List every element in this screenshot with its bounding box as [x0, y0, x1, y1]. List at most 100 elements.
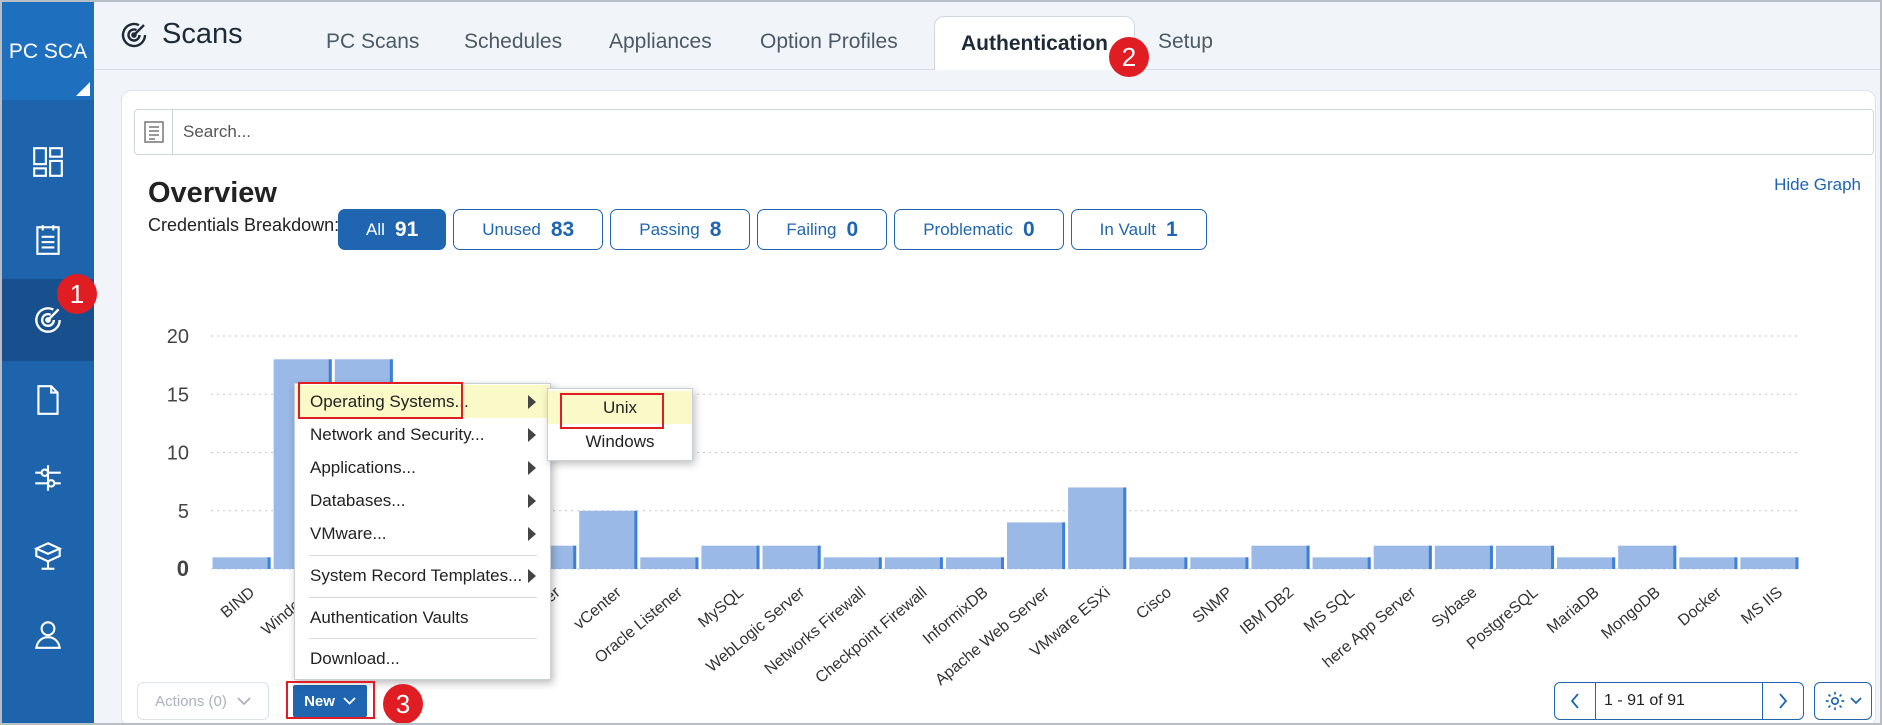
- menu-item-authentication-vaults[interactable]: Authentication Vaults: [295, 601, 550, 634]
- tab-authentication[interactable]: Authentication: [934, 16, 1135, 70]
- actions-label: Actions (0): [155, 692, 227, 710]
- page-title-text: Scans: [162, 18, 243, 50]
- overview-title: Overview: [148, 177, 277, 209]
- submenu-item-windows[interactable]: Windows: [585, 431, 655, 451]
- tab-schedules[interactable]: Schedules: [464, 30, 563, 53]
- menu-item-label: Network and Security...: [310, 424, 485, 444]
- filter-label: Passing: [639, 219, 700, 239]
- connectors-icon: [35, 465, 61, 491]
- menu-item-label: VMware...: [310, 523, 387, 543]
- menu-item-label: Operating Systems...: [310, 391, 469, 411]
- tab-option-profiles[interactable]: Option Profiles: [760, 30, 898, 53]
- page-range[interactable]: 1 - 91 of 91: [1595, 683, 1763, 719]
- rail-item-user[interactable]: [2, 595, 94, 673]
- rail-item-dashboard[interactable]: [2, 123, 94, 201]
- step-badge-2: 2: [1109, 37, 1149, 77]
- operating-systems-submenu: Unix Windows: [547, 388, 693, 461]
- filter-label: Unused: [482, 219, 541, 239]
- rail-item-reports[interactable]: [2, 201, 94, 279]
- filter-label: Problematic: [923, 219, 1013, 239]
- tab-setup[interactable]: Setup: [1158, 30, 1213, 53]
- credentials-filter-pills: All 91 Unused 83 Passing 8 Failing 0 Pro…: [338, 209, 1207, 250]
- gear-icon: [1825, 691, 1845, 711]
- pagination: 1 - 91 of 91: [1554, 682, 1804, 720]
- filter-all[interactable]: All 91: [338, 209, 447, 250]
- filter-count: 91: [394, 217, 419, 241]
- rail-item-scans[interactable]: [2, 279, 94, 361]
- filter-label: All: [366, 219, 385, 239]
- scans-radar-icon: [121, 22, 147, 47]
- highlight-new-button: [286, 681, 375, 719]
- module-name: PC SCA: [8, 40, 88, 63]
- filter-unused[interactable]: Unused 83: [453, 209, 604, 250]
- filter-count: 8: [709, 217, 722, 241]
- filter-count: 0: [846, 217, 859, 241]
- search-filter-icon[interactable]: [135, 110, 173, 154]
- menu-divider: [309, 597, 537, 598]
- rail-item-documents[interactable]: [2, 361, 94, 439]
- reports-icon: [36, 225, 60, 255]
- menu-item-label: Download...: [310, 648, 400, 668]
- menu-item-vmware[interactable]: VMware...: [295, 517, 550, 550]
- menu-item-label: System Record Templates...: [310, 565, 523, 585]
- chevron-down-icon: [343, 697, 356, 705]
- rail-item-connectors[interactable]: [2, 439, 94, 517]
- highlight-unix: [560, 393, 664, 429]
- filter-count: 83: [550, 217, 575, 241]
- chevron-right-icon: [1779, 693, 1788, 709]
- submenu-arrow-icon: [528, 569, 536, 583]
- menu-item-network-security[interactable]: Network and Security...: [295, 418, 550, 451]
- filter-count: 0: [1022, 217, 1035, 241]
- table-settings-button[interactable]: [1814, 682, 1872, 720]
- chevron-down-icon: [1850, 697, 1862, 705]
- chevron-left-icon: [1570, 693, 1579, 709]
- tab-appliances[interactable]: Appliances: [609, 30, 712, 53]
- filter-label: In Vault: [1099, 219, 1157, 239]
- module-menu-corner-icon: [76, 82, 90, 96]
- menu-item-download[interactable]: Download...: [295, 642, 550, 675]
- menu-divider: [309, 638, 537, 639]
- filter-count: 1: [1166, 217, 1178, 241]
- filter-in-vault[interactable]: In Vault 1: [1070, 209, 1207, 250]
- search-bar: [134, 109, 1874, 155]
- step-badge-1: 1: [57, 274, 97, 314]
- credentials-breakdown-label: Credentials Breakdown:: [148, 215, 340, 235]
- menu-item-operating-systems[interactable]: Operating Systems...: [295, 385, 550, 418]
- search-input[interactable]: [183, 120, 1843, 144]
- scans-radar-icon: [35, 307, 61, 333]
- page-title: Scans: [118, 18, 243, 51]
- user-icon: [35, 621, 61, 649]
- submenu-arrow-icon: [528, 428, 536, 442]
- submenu-arrow-icon: [528, 395, 536, 409]
- next-page-button[interactable]: [1763, 683, 1803, 719]
- assets-icon: [33, 542, 63, 570]
- prev-page-button[interactable]: [1555, 683, 1595, 719]
- dashboard-icon: [33, 147, 63, 177]
- top-bar: Scans PC Scans Schedules Appliances Opti…: [94, 2, 1880, 70]
- filter-problematic[interactable]: Problematic 0: [894, 209, 1064, 250]
- highlight-operating-systems: [298, 382, 463, 419]
- filter-passing[interactable]: Passing 8: [610, 209, 751, 250]
- menu-divider: [309, 555, 537, 556]
- rail-item-assets[interactable]: [2, 517, 94, 595]
- menu-item-applications[interactable]: Applications...: [295, 451, 550, 484]
- hide-graph-link[interactable]: Hide Graph: [1774, 175, 1861, 194]
- filter-failing[interactable]: Failing 0: [757, 209, 888, 250]
- tab-pc-scans[interactable]: PC Scans: [326, 30, 420, 53]
- module-switcher[interactable]: PC SCA: [2, 2, 94, 100]
- submenu-arrow-icon: [528, 461, 536, 475]
- filter-label: Failing: [786, 219, 837, 239]
- new-label: New: [304, 692, 335, 710]
- menu-item-databases[interactable]: Databases...: [295, 484, 550, 517]
- menu-item-label: Authentication Vaults: [310, 607, 469, 627]
- new-button[interactable]: New: [293, 685, 367, 717]
- submenu-item-unix[interactable]: Unix: [548, 391, 692, 424]
- new-credential-menu: Operating Systems... Network and Securit…: [294, 383, 551, 680]
- submenu-arrow-icon: [528, 527, 536, 541]
- step-badge-3: 3: [383, 684, 423, 723]
- actions-dropdown[interactable]: Actions (0): [137, 682, 269, 720]
- submenu-arrow-icon: [528, 494, 536, 508]
- menu-item-system-record-templates[interactable]: System Record Templates...: [295, 559, 550, 592]
- chevron-down-icon: [237, 696, 251, 705]
